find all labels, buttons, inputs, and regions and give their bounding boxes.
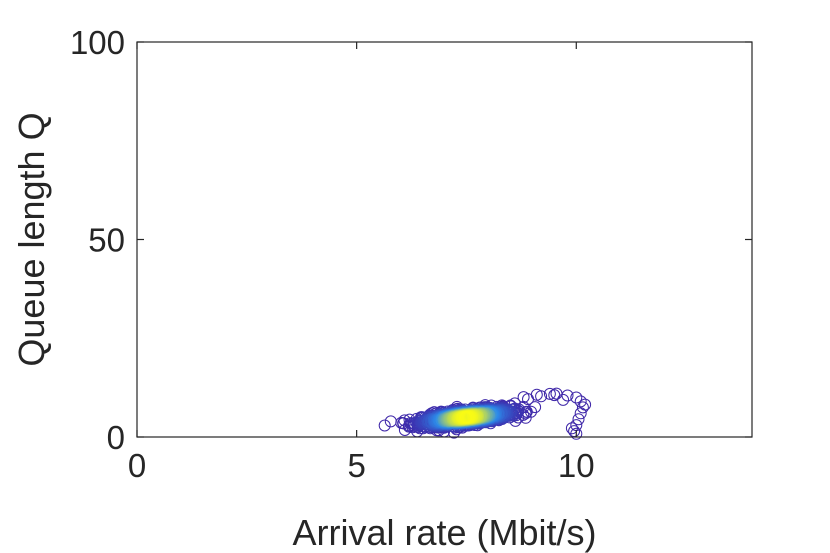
data-point <box>460 411 473 424</box>
x-axis-label: Arrival rate (Mbit/s) <box>292 512 596 553</box>
y-tick-labels: 0 50 100 <box>70 24 125 456</box>
y-axis-label: Queue length Q <box>11 112 52 366</box>
data-point <box>517 391 530 404</box>
axes-frame <box>136 41 753 438</box>
x-tick-label: 5 <box>347 447 365 484</box>
data-point <box>572 413 585 426</box>
data-point <box>565 422 578 435</box>
data-point <box>550 387 563 400</box>
data-point <box>568 425 581 438</box>
data-point <box>378 419 391 432</box>
data-point <box>557 393 570 406</box>
data-point <box>519 407 532 420</box>
data-point <box>570 391 583 404</box>
data-points <box>378 387 592 440</box>
data-point <box>530 388 543 401</box>
data-point <box>384 415 397 428</box>
data-point <box>579 398 592 411</box>
data-point <box>576 401 589 414</box>
y-tick-label: 100 <box>70 24 125 61</box>
y-tick-label: 50 <box>88 222 125 259</box>
y-tick-label: 0 <box>107 419 125 456</box>
x-tick-label: 0 <box>128 447 146 484</box>
data-point <box>574 395 587 408</box>
x-tick-label: 10 <box>558 447 595 484</box>
data-point <box>574 407 587 420</box>
x-tick-labels: 0 5 10 <box>128 447 595 484</box>
data-point <box>543 387 556 400</box>
axis-ticks <box>136 41 752 438</box>
